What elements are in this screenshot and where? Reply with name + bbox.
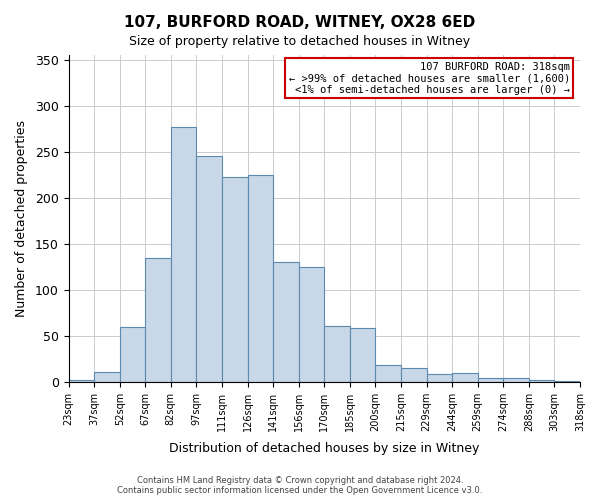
Bar — [299, 266, 324, 382]
Bar — [222, 178, 248, 382]
Bar — [376, 365, 401, 382]
Bar — [324, 326, 350, 382]
Bar — [145, 258, 171, 382]
Bar — [119, 328, 145, 382]
Bar — [94, 372, 119, 382]
Bar — [529, 380, 554, 382]
Bar — [68, 380, 94, 382]
Text: Contains HM Land Registry data © Crown copyright and database right 2024.
Contai: Contains HM Land Registry data © Crown c… — [118, 476, 482, 495]
Bar — [171, 127, 196, 382]
Text: 107 BURFORD ROAD: 318sqm
← >99% of detached houses are smaller (1,600)
<1% of se: 107 BURFORD ROAD: 318sqm ← >99% of detac… — [289, 62, 570, 94]
Bar — [554, 381, 580, 382]
Bar — [503, 378, 529, 382]
Bar — [248, 174, 273, 382]
Bar — [478, 378, 503, 382]
Text: 107, BURFORD ROAD, WITNEY, OX28 6ED: 107, BURFORD ROAD, WITNEY, OX28 6ED — [124, 15, 476, 30]
X-axis label: Distribution of detached houses by size in Witney: Distribution of detached houses by size … — [169, 442, 479, 455]
Bar — [401, 368, 427, 382]
Bar — [427, 374, 452, 382]
Bar — [350, 328, 376, 382]
Bar — [273, 262, 299, 382]
Text: Size of property relative to detached houses in Witney: Size of property relative to detached ho… — [130, 35, 470, 48]
Y-axis label: Number of detached properties: Number of detached properties — [15, 120, 28, 317]
Bar — [452, 372, 478, 382]
Bar — [196, 156, 222, 382]
